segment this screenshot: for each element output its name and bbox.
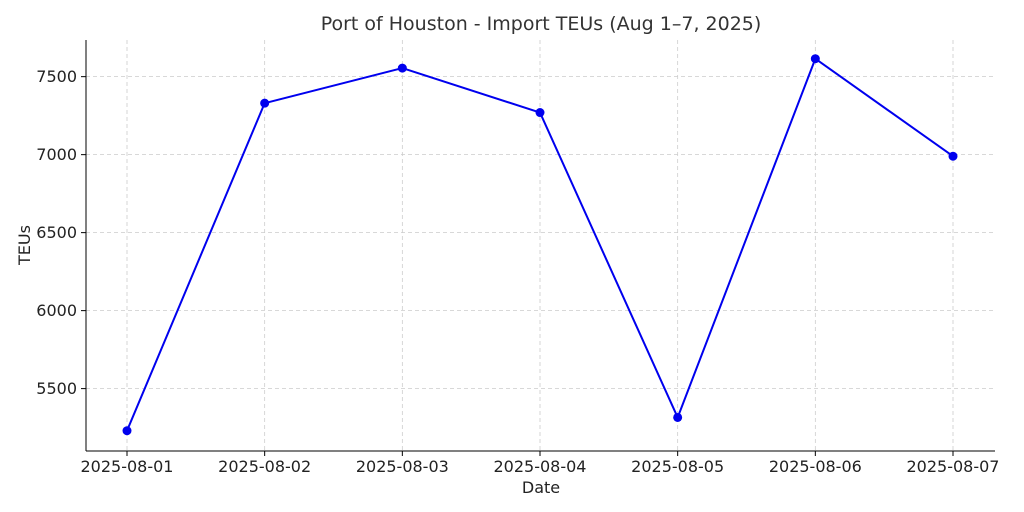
axes xyxy=(85,40,995,452)
x-tick-label: 2025-08-05 xyxy=(631,457,724,476)
x-tick-label: 2025-08-01 xyxy=(81,457,174,476)
x-tick-label: 2025-08-02 xyxy=(218,457,311,476)
y-tick-label: 7500 xyxy=(36,67,77,86)
grid-lines xyxy=(86,40,995,451)
data-point xyxy=(810,54,820,64)
x-axis-label: Date xyxy=(522,478,560,497)
y-tick-label: 6500 xyxy=(36,223,77,242)
y-tick-label: 5500 xyxy=(36,379,77,398)
y-tick-label: 6000 xyxy=(36,301,77,320)
data-point xyxy=(948,151,958,161)
data-point xyxy=(122,426,132,436)
data-point xyxy=(260,98,270,108)
axis-ticks: 5500 6000 6500 7000 7500 2025-08-01 2025-08-02… xyxy=(36,67,999,476)
chart-title: Port of Houston - Import TEUs (Aug 1–7, … xyxy=(321,13,762,35)
x-tick-label: 2025-08-04 xyxy=(494,457,587,476)
series-layer xyxy=(122,54,958,436)
y-tick-label: 7000 xyxy=(36,145,77,164)
data-point xyxy=(673,412,683,422)
x-tick-label: 2025-08-06 xyxy=(769,457,862,476)
y-axis-label: TEUs xyxy=(15,225,34,266)
data-point xyxy=(535,108,545,118)
x-tick-label: 2025-08-03 xyxy=(356,457,449,476)
data-point xyxy=(397,63,407,73)
x-tick-label: 2025-08-07 xyxy=(907,457,1000,476)
